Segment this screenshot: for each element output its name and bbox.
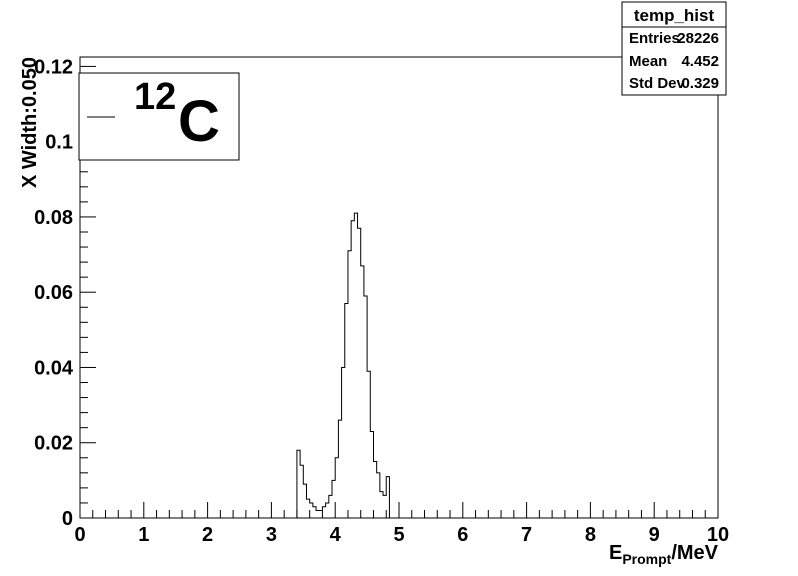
x-tick-label: 1	[138, 524, 149, 546]
x-axis-title: EPrompt/MeV	[609, 542, 719, 567]
legend-entry-mass-number: 12	[134, 76, 176, 118]
axis-ticks	[79, 65, 719, 519]
x-tick-labels: 0 1 2 3 4 5 6 7 8 9 10	[74, 524, 729, 546]
x-tick-label: 8	[585, 524, 596, 546]
x-axis-title-sub: Prompt	[622, 551, 671, 567]
x-tick-label: 4	[330, 524, 342, 546]
legend: 12 C	[78, 72, 240, 161]
y-tick-label: 0.12	[34, 56, 73, 78]
stats-mean-value: 4.452	[681, 53, 719, 70]
stats-mean-label: Mean	[629, 53, 667, 70]
x-tick-label: 0	[74, 524, 85, 546]
y-tick-label: 0.1	[45, 132, 73, 154]
y-tick-label: 0.08	[34, 207, 73, 229]
x-tick-label: 7	[521, 524, 532, 546]
histogram-series-line	[296, 212, 390, 518]
x-axis-title-main: E	[609, 542, 622, 564]
y-tick-label: 0.02	[34, 433, 73, 455]
x-tick-label: 10	[707, 524, 729, 546]
stats-stddev-value: 0.329	[681, 75, 719, 92]
x-tick-label: 9	[649, 524, 660, 546]
y-tick-label: 0.04	[34, 357, 74, 379]
y-axis-title: X Width:0.050	[19, 57, 41, 188]
legend-entry-symbol: C	[178, 89, 220, 154]
stats-box: temp_hist Entries 28226 Mean 4.452 Std D…	[621, 1, 727, 96]
x-tick-label: 2	[202, 524, 213, 546]
stats-box-frame	[621, 1, 727, 96]
stats-box-title: temp_hist	[634, 6, 715, 25]
x-axis-title-unit: /MeV	[671, 542, 718, 564]
y-tick-labels: 0 0.02 0.04 0.06 0.08 0.1 0.12	[34, 56, 74, 530]
stats-entries-label: Entries	[629, 30, 680, 47]
y-tick-label: 0.06	[34, 282, 73, 304]
stats-stddev-label: Std Dev	[629, 75, 686, 92]
y-tick-label: 0	[62, 508, 73, 530]
stats-entries-value: 28226	[677, 30, 719, 47]
x-tick-label: 6	[457, 524, 468, 546]
x-tick-label: 3	[266, 524, 277, 546]
x-tick-label: 5	[393, 524, 404, 546]
